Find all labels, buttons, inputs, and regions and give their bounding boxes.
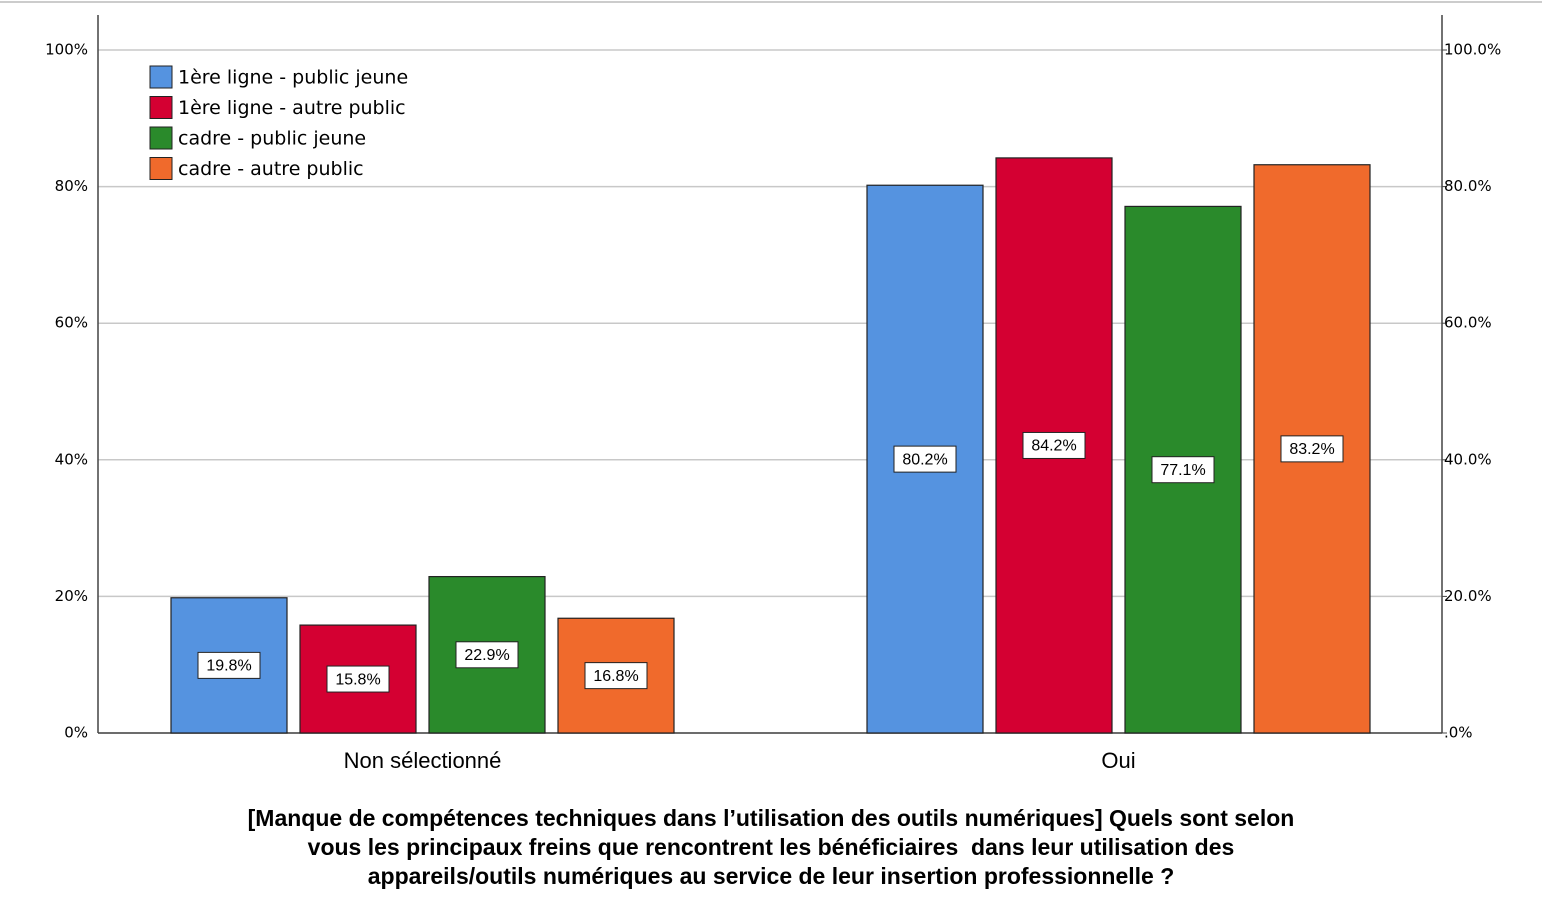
y2-tick-label: 100.0% [1444, 41, 1501, 59]
chart-title: appareils/outils numériques au service d… [368, 863, 1175, 889]
y-tick-label: 0% [64, 724, 88, 742]
legend-swatch [149, 126, 173, 150]
value-label: 15.8% [335, 671, 380, 688]
value-label-box [455, 641, 519, 669]
legend-label: 1ère ligne - autre public [178, 97, 406, 119]
y2-tick-label: 20.0% [1444, 587, 1492, 605]
value-label: 80.2% [902, 451, 947, 468]
value-label: 19.8% [206, 658, 251, 675]
value-label: 84.2% [1031, 438, 1076, 455]
legend-label: cadre - autre public [178, 158, 364, 180]
chart-title: [Manque de compétences techniques dans l… [248, 805, 1295, 831]
value-label: 16.8% [593, 668, 638, 685]
legend-label: 1ère ligne - public jeune [178, 67, 408, 89]
y2-tick-label: 60.0% [1444, 314, 1492, 332]
x-tick-label: Oui [1101, 748, 1135, 773]
value-label-box [1280, 435, 1344, 463]
value-label-box [1151, 456, 1215, 484]
value-label: 22.9% [464, 647, 509, 664]
value-label-box [893, 445, 957, 473]
legend-swatch [149, 157, 173, 180]
value-label-box [1022, 431, 1086, 459]
y-tick-label: 40% [55, 450, 88, 468]
legend-label: cadre - public jeune [178, 128, 366, 150]
legend-swatch [149, 65, 173, 89]
x-tick-label: Non sélectionné [344, 748, 502, 773]
y-tick-label: 20% [55, 587, 88, 605]
value-label-box [584, 662, 648, 690]
chart-title: vous les principaux freins que rencontre… [308, 834, 1235, 860]
y2-tick-label: .0% [1444, 724, 1473, 742]
value-label: 83.2% [1289, 441, 1334, 458]
value-label-box [326, 665, 390, 693]
y2-tick-label: 80.0% [1444, 177, 1492, 195]
y2-tick-label: 40.0% [1444, 450, 1492, 468]
legend-swatch [149, 96, 173, 119]
value-label-box [197, 651, 261, 679]
y-tick-label: 80% [55, 177, 88, 195]
y-tick-label: 100% [45, 41, 88, 59]
y-tick-label: 60% [55, 314, 88, 332]
value-label: 77.1% [1160, 462, 1205, 479]
